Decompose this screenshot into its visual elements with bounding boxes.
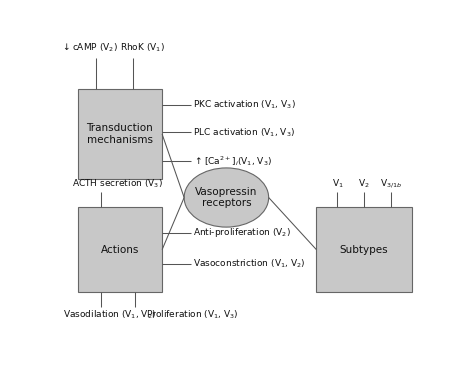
Text: Subtypes: Subtypes: [340, 244, 389, 255]
Text: V$_2$: V$_2$: [358, 178, 370, 190]
Text: $\downarrow$cAMP (V$_2$): $\downarrow$cAMP (V$_2$): [61, 41, 118, 54]
Text: PKC activation (V$_1$, V$_3$): PKC activation (V$_1$, V$_3$): [193, 99, 296, 112]
Bar: [316, 208, 412, 292]
Text: Vasodilation (V$_1$, V$_2$): Vasodilation (V$_1$, V$_2$): [63, 309, 156, 321]
Bar: [78, 89, 162, 179]
Text: Anti-proliferation (V$_2$): Anti-proliferation (V$_2$): [193, 226, 291, 239]
Text: Vasoconstriction (V$_1$, V$_2$): Vasoconstriction (V$_1$, V$_2$): [193, 258, 306, 270]
Text: $\uparrow$[Ca$^{2+}$]$_i$(V$_1$, V$_3$): $\uparrow$[Ca$^{2+}$]$_i$(V$_1$, V$_3$): [193, 154, 273, 168]
Text: RhoK (V$_1$): RhoK (V$_1$): [120, 41, 165, 54]
Text: Proliferation (V$_1$, V$_3$): Proliferation (V$_1$, V$_3$): [146, 309, 238, 321]
Text: PLC activation (V$_1$, V$_3$): PLC activation (V$_1$, V$_3$): [193, 126, 295, 139]
Ellipse shape: [184, 168, 269, 227]
Text: Actions: Actions: [100, 244, 139, 255]
Text: ACTH secretion (V$_3$): ACTH secretion (V$_3$): [72, 178, 163, 190]
Bar: [78, 208, 162, 292]
Text: Vasopressin
receptors: Vasopressin receptors: [195, 187, 257, 208]
Text: V$_{3/1b}$: V$_{3/1b}$: [380, 177, 402, 190]
Text: V$_1$: V$_1$: [331, 178, 343, 190]
Text: Transduction
mechanisms: Transduction mechanisms: [86, 123, 153, 145]
